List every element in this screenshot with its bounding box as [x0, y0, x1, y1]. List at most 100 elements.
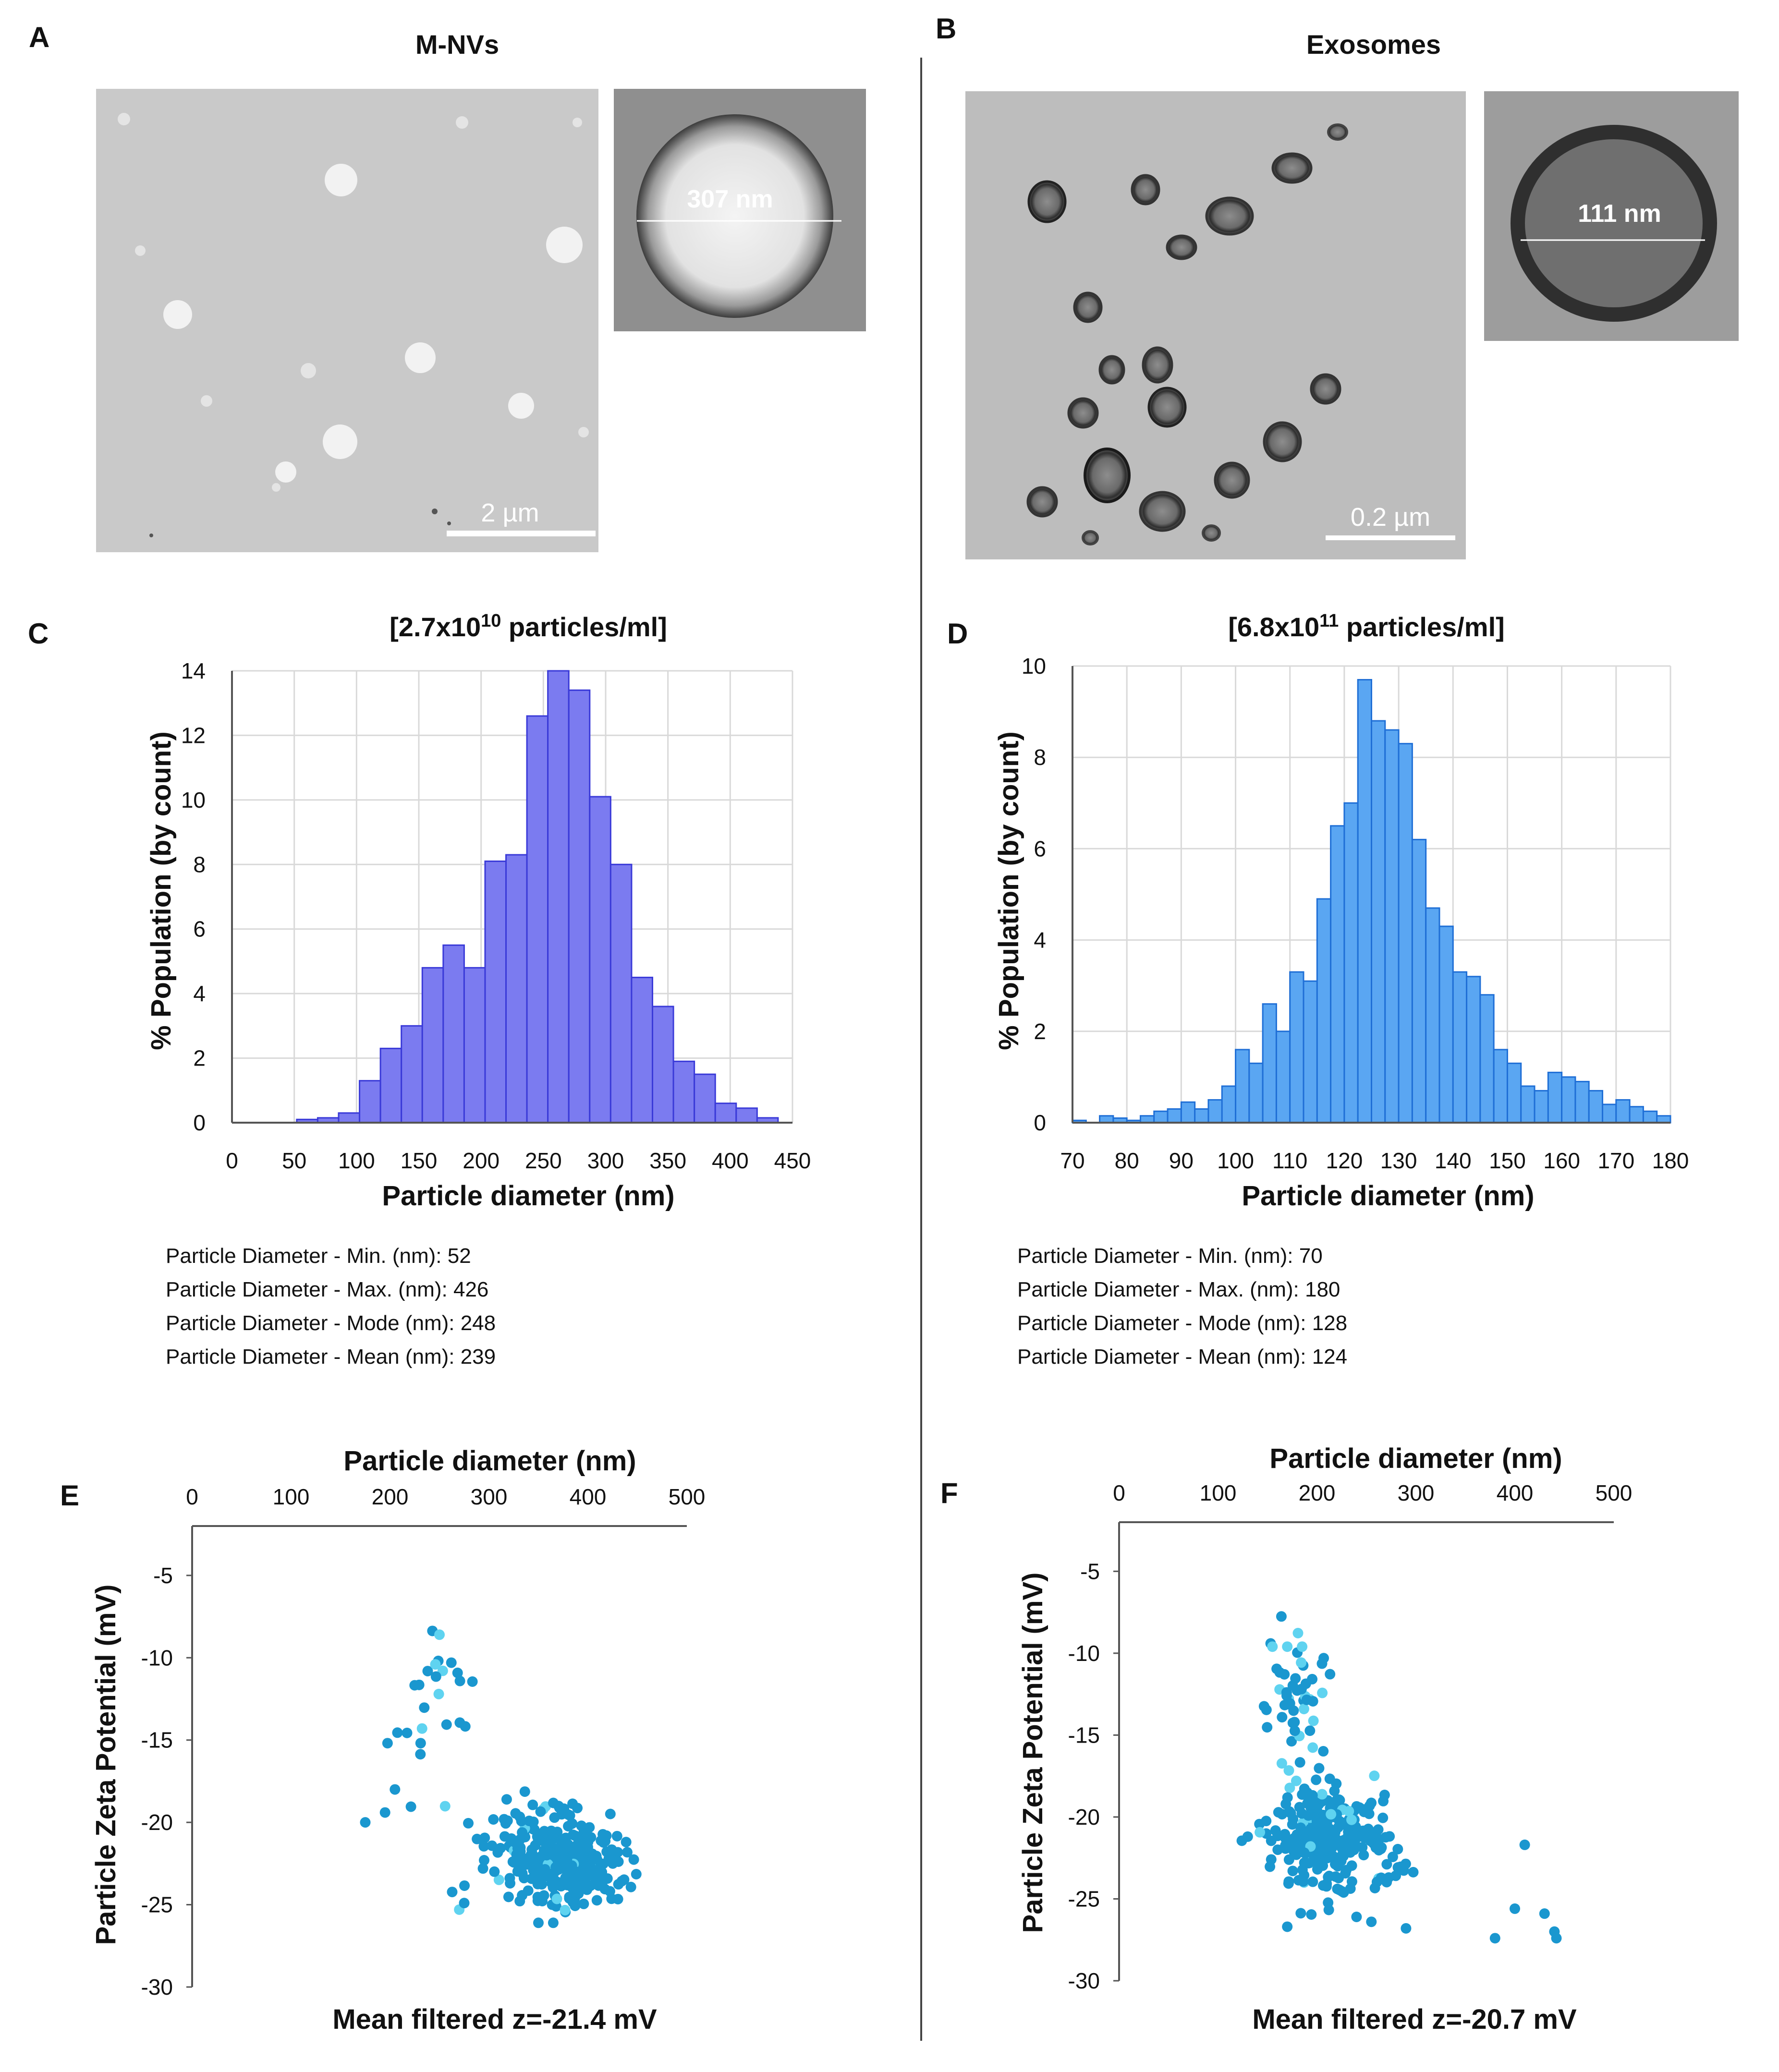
histogram-bar: [421, 967, 444, 1124]
y-tick-label: 10: [181, 788, 206, 812]
stat-line: Particle Diameter - Mean (nm): 124: [1017, 1345, 1347, 1369]
histogram-bar: [1547, 1071, 1563, 1124]
scatter-point: [1289, 1717, 1300, 1728]
histogram-bar: [1411, 838, 1427, 1124]
chart-c-title: [2.7x1010 particles/ml]: [390, 611, 667, 642]
x-tick-label: 100: [338, 1148, 375, 1173]
scatter-point: [1351, 1911, 1362, 1922]
histogram-bar: [714, 1103, 737, 1124]
panel-b: B Exosomes 0.2 µm: [936, 12, 1739, 559]
y-tick-label: 2: [193, 1046, 206, 1071]
scatter-point: [452, 1667, 463, 1678]
x-tick-label: 50: [282, 1148, 306, 1173]
histogram-bar: [1615, 1099, 1631, 1124]
y-tick-label: -15: [141, 1728, 173, 1753]
chart-e-xlabel: Particle diameter (nm): [343, 1445, 636, 1477]
scatter-point: [1510, 1903, 1520, 1914]
histogram-bar: [1479, 994, 1495, 1124]
scatter-point: [1321, 1817, 1332, 1828]
scatter-point: [1282, 1641, 1293, 1652]
x-tick-label: 450: [774, 1148, 811, 1173]
y-tick-label: 8: [193, 852, 206, 877]
scatter-point: [569, 1886, 580, 1897]
scatter-point: [1294, 1757, 1305, 1768]
scatter-point: [1364, 1808, 1375, 1819]
stat-line: Particle Diameter - Max. (nm): 426: [166, 1278, 488, 1301]
x-tick-label: 300: [587, 1148, 624, 1173]
y-tick-label: -10: [1068, 1641, 1100, 1666]
scatter-point: [578, 1881, 589, 1892]
scatter-point: [405, 1801, 416, 1812]
y-tick-label: -30: [1068, 1968, 1100, 1993]
scatter-point: [548, 1797, 559, 1808]
scatter-point: [1551, 1933, 1562, 1944]
scatter-point: [1304, 1725, 1316, 1736]
x-tick-label: 500: [669, 1484, 706, 1509]
scatter-point: [532, 1891, 543, 1902]
scatter-point: [1316, 1789, 1328, 1800]
scatter-point: [360, 1817, 371, 1828]
x-tick-label: 0: [226, 1148, 238, 1173]
scatter-point: [478, 1841, 489, 1852]
scatter-point: [1289, 1725, 1300, 1736]
histogram-chart-c: 0 50 100 150 200 250 300 350 400 450 0 2 4 6 8 10 12 14: [181, 658, 811, 1173]
y-tick-label: 2: [1034, 1019, 1046, 1044]
scatter-point: [1295, 1908, 1306, 1919]
y-tick-label: -5: [1080, 1559, 1100, 1584]
measure-label: 307 nm: [687, 185, 773, 213]
scale-bar-label: 2 µm: [481, 498, 539, 527]
x-tick-label: 200: [463, 1148, 500, 1173]
histogram-bar: [1289, 971, 1304, 1124]
scatter-point: [519, 1873, 530, 1884]
scatter-point: [604, 1886, 615, 1897]
scatter-point: [1384, 1831, 1395, 1842]
scatter-point: [1283, 1765, 1294, 1776]
stats-d: Particle Diameter - Min. (nm): 70 Partic…: [1017, 1244, 1347, 1369]
scatter-point: [430, 1659, 441, 1670]
histogram-bar: [1452, 971, 1468, 1124]
scatter-point: [1381, 1877, 1392, 1888]
scatter-point: [1338, 1850, 1349, 1861]
histogram-bar: [1466, 976, 1481, 1124]
scatter-point: [556, 1809, 567, 1820]
scatter-point: [415, 1749, 426, 1760]
scatter-point: [1255, 1827, 1266, 1838]
scatter-point: [1282, 1921, 1293, 1932]
scatter-point: [1408, 1866, 1419, 1878]
scatter-point: [524, 1816, 535, 1827]
scatter-point: [595, 1871, 606, 1882]
scatter-point: [616, 1876, 627, 1887]
scatter-chart-e: 0 100 200 300 400 500 -5 -10 -15 -20 -25 -30: [141, 1484, 706, 1999]
scatter-point: [493, 1874, 504, 1885]
scatter-point: [1324, 1773, 1335, 1784]
scatter-point: [1340, 1868, 1351, 1879]
scatter-point: [583, 1836, 594, 1847]
scatter-point: [552, 1827, 563, 1838]
scatter-point: [1287, 1680, 1298, 1691]
x-tick-label: 100: [273, 1484, 310, 1509]
y-tick-label: 8: [1034, 745, 1046, 770]
scatter-point: [1307, 1742, 1318, 1753]
scatter-point: [552, 1877, 563, 1888]
histogram-bar: [1438, 925, 1454, 1124]
stat-line: Particle Diameter - Mean (nm): 239: [166, 1345, 496, 1369]
histogram-bar: [1656, 1115, 1671, 1124]
scatter-point: [559, 1846, 570, 1857]
scatter-point: [1289, 1833, 1300, 1844]
x-tick-label: 500: [1596, 1480, 1633, 1505]
scatter-point: [1316, 1835, 1328, 1846]
stat-line: Particle Diameter - Max. (nm): 180: [1017, 1278, 1340, 1301]
scatter-point: [569, 1894, 580, 1905]
scatter-point: [1270, 1825, 1281, 1836]
scatter-point: [503, 1891, 514, 1902]
histogram-bar: [589, 796, 611, 1124]
scatter-point: [1318, 1653, 1329, 1664]
scatter-point: [545, 1869, 556, 1880]
scatter-point: [1326, 1809, 1337, 1820]
scatter-point: [414, 1679, 425, 1690]
scatter-point: [517, 1827, 528, 1838]
scale-bar-label: 0.2 µm: [1351, 503, 1430, 532]
scatter-point: [382, 1738, 393, 1749]
histogram-bar: [1588, 1090, 1604, 1124]
scatter-point: [433, 1688, 444, 1699]
